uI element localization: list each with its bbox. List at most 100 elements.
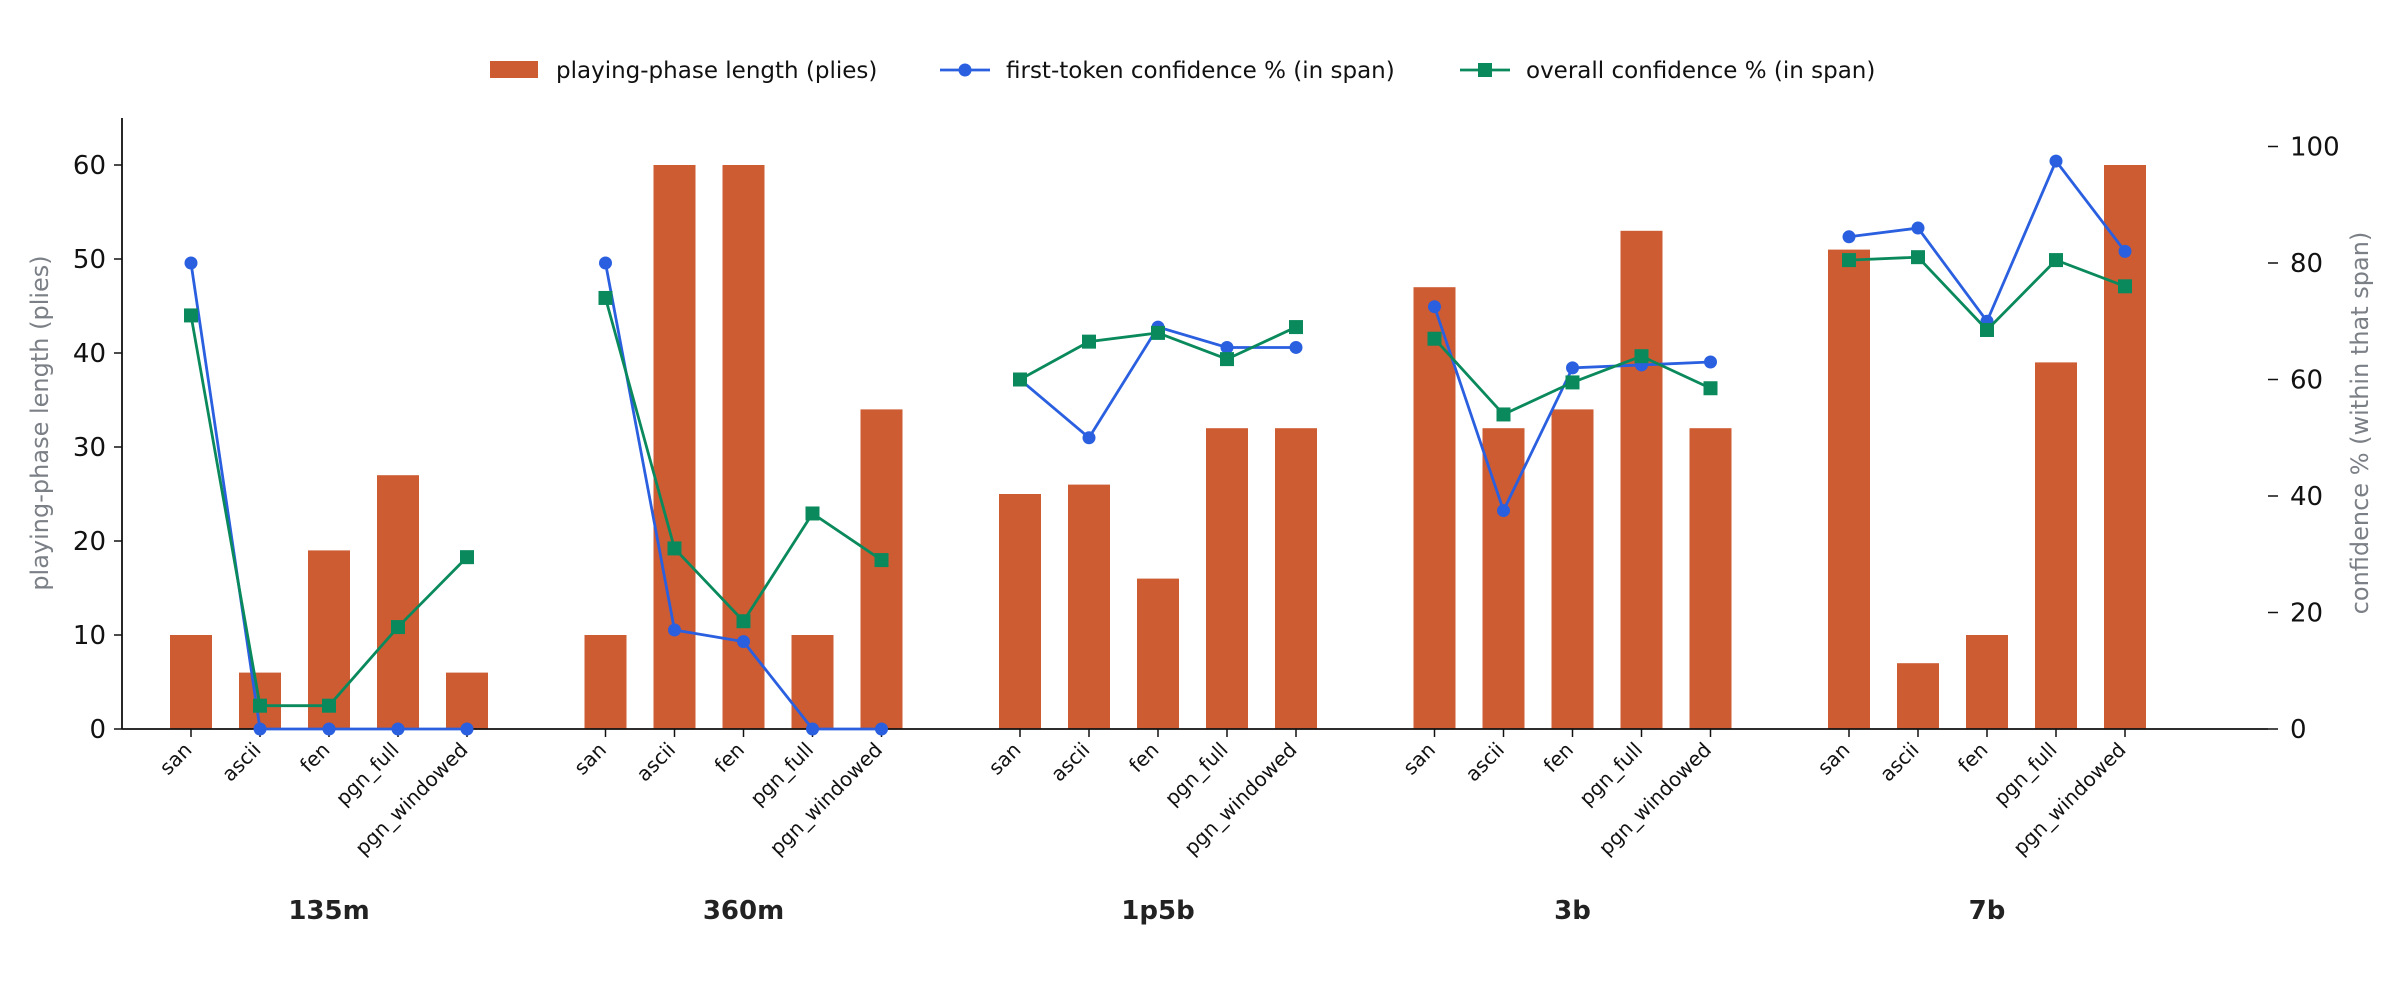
point-overall-360m-san [598,290,613,305]
point-first-token-135m-pgn_windowed [460,722,474,736]
y-tick-label-right-60: 60 [2290,366,2323,396]
point-overall-360m-ascii [667,541,682,556]
legend-label-bar: playing-phase length (plies) [556,58,877,84]
point-first-token-360m-pgn_windowed [875,722,888,736]
legend-swatch-overall-marker [1478,63,1492,77]
point-overall-1p5b-pgn_windowed [1289,320,1303,335]
bar-1p5b-san [999,494,1041,729]
bar-360m-fen [722,165,765,729]
x-tick-label-360m-fen: fen [709,738,749,778]
point-overall-135m-pgn_windowed [460,550,474,565]
y-tick-label-right-80: 80 [2290,249,2323,279]
y-tick-label-left-10: 10 [73,621,106,651]
point-overall-360m-fen [736,614,751,629]
point-overall-1p5b-san [1013,372,1027,387]
x-tick-label-3b-fen: fen [1538,738,1578,778]
bar-360m-pgn_windowed [860,409,903,729]
bar-1p5b-pgn_full [1206,428,1248,729]
point-overall-1p5b-fen [1151,325,1165,340]
bars-layer [170,165,2146,730]
point-overall-7b-fen [1980,322,1994,337]
bar-1p5b-pgn_windowed [1275,428,1317,729]
y-tick-label-left-30: 30 [73,433,106,463]
x-tick-label-7b-fen: fen [1953,738,1993,778]
point-first-token-135m-ascii [253,722,267,736]
line-first-token-1p5b [1019,325,1296,440]
bar-7b-fen [1966,635,2008,729]
group-label-360m: 360m [703,896,784,926]
y-tick-label-left-40: 40 [73,339,106,369]
point-overall-7b-pgn_windowed [2118,279,2132,294]
legend-swatch-first-token-marker [958,63,972,77]
point-overall-3b-ascii [1496,407,1511,422]
x-tick-label-1p5b-fen: fen [1124,738,1164,778]
point-overall-135m-san [184,308,198,323]
bar-7b-pgn_windowed [2104,165,2146,729]
bar-3b-pgn_full [1620,230,1663,730]
y-tick-label-right-0: 0 [2290,715,2307,745]
point-first-token-3b-san [1428,300,1441,314]
y-axis-right-title: confidence % (within that span) [2346,232,2374,615]
y-tick-label-left-0: 0 [89,715,106,745]
bar-7b-san [1828,249,1870,729]
y-tick-label-left-50: 50 [73,245,106,275]
x-tick-label-7b-ascii: ascii [1875,738,1924,787]
legend: playing-phase length (plies) first-token … [490,58,1875,84]
bar-3b-san [1413,287,1456,729]
bar-360m-pgn_full [791,635,834,729]
point-overall-1p5b-pgn_full [1220,352,1234,367]
point-first-token-135m-fen [322,722,336,736]
axes-layer: 0 10 20 30 40 50 60 0 20 40 60 80 100 [73,118,2340,745]
bar-3b-pgn_windowed [1689,428,1732,729]
x-tick-label-1p5b-san: san [984,738,1026,780]
y-axis-left-title: playing-phase length (plies) [26,255,54,590]
bar-360m-ascii [653,165,696,729]
x-tick-label-360m-ascii: ascii [631,738,680,787]
x-tick-label-135m-fen: fen [295,738,335,778]
point-overall-135m-ascii [253,698,267,713]
legend-label-overall: overall confidence % (in span) [1526,58,1875,84]
x-tick-label-135m-san: san [155,738,197,780]
x-tick-label-3b-ascii: ascii [1460,738,1509,787]
bar-1p5b-fen [1137,578,1179,729]
legend-swatch-bar [490,61,538,78]
point-overall-3b-fen [1565,375,1580,390]
group-label-3b: 3b [1554,896,1591,926]
point-overall-3b-pgn_full [1634,349,1649,364]
point-overall-360m-pgn_full [805,506,820,521]
point-overall-3b-pgn_windowed [1703,381,1718,396]
y-tick-label-left-60: 60 [73,151,106,181]
line-first-token-7b [1848,158,2127,325]
y-tick-label-right-20: 20 [2290,599,2323,629]
bar-7b-pgn_full [2035,362,2077,729]
point-first-token-3b-ascii [1497,504,1510,518]
point-overall-1p5b-ascii [1082,334,1096,349]
point-first-token-7b-san [1842,230,1856,244]
lines-layer [184,154,2132,736]
point-overall-7b-ascii [1911,250,1925,265]
point-first-token-135m-pgn_full [391,722,405,736]
legend-label-first-token: first-token confidence % (in span) [1006,58,1395,84]
point-first-token-7b-pgn_full [2049,154,2063,168]
bar-3b-fen [1551,409,1594,729]
bar-135m-pgn_full [377,475,419,729]
point-first-token-135m-san [184,256,198,270]
point-first-token-3b-fen [1566,361,1579,375]
point-overall-360m-pgn_windowed [874,553,889,568]
point-first-token-7b-ascii [1911,221,1925,235]
point-first-token-360m-pgn_full [806,722,819,736]
bar-1p5b-ascii [1068,484,1110,729]
y-tick-label-right-100: 100 [2290,133,2340,163]
point-overall-7b-pgn_full [2049,253,2063,268]
bar-3b-ascii [1482,428,1525,729]
x-tick-label-360m-san: san [569,738,611,780]
group-label-1p5b: 1p5b [1121,896,1194,926]
bar-135m-pgn_windowed [446,672,488,729]
y-tick-label-left-20: 20 [73,527,106,557]
y-tick-label-right-40: 40 [2290,482,2323,512]
point-first-token-7b-pgn_windowed [2118,244,2132,258]
bar-7b-ascii [1897,663,1939,729]
group-label-135m: 135m [288,896,369,926]
